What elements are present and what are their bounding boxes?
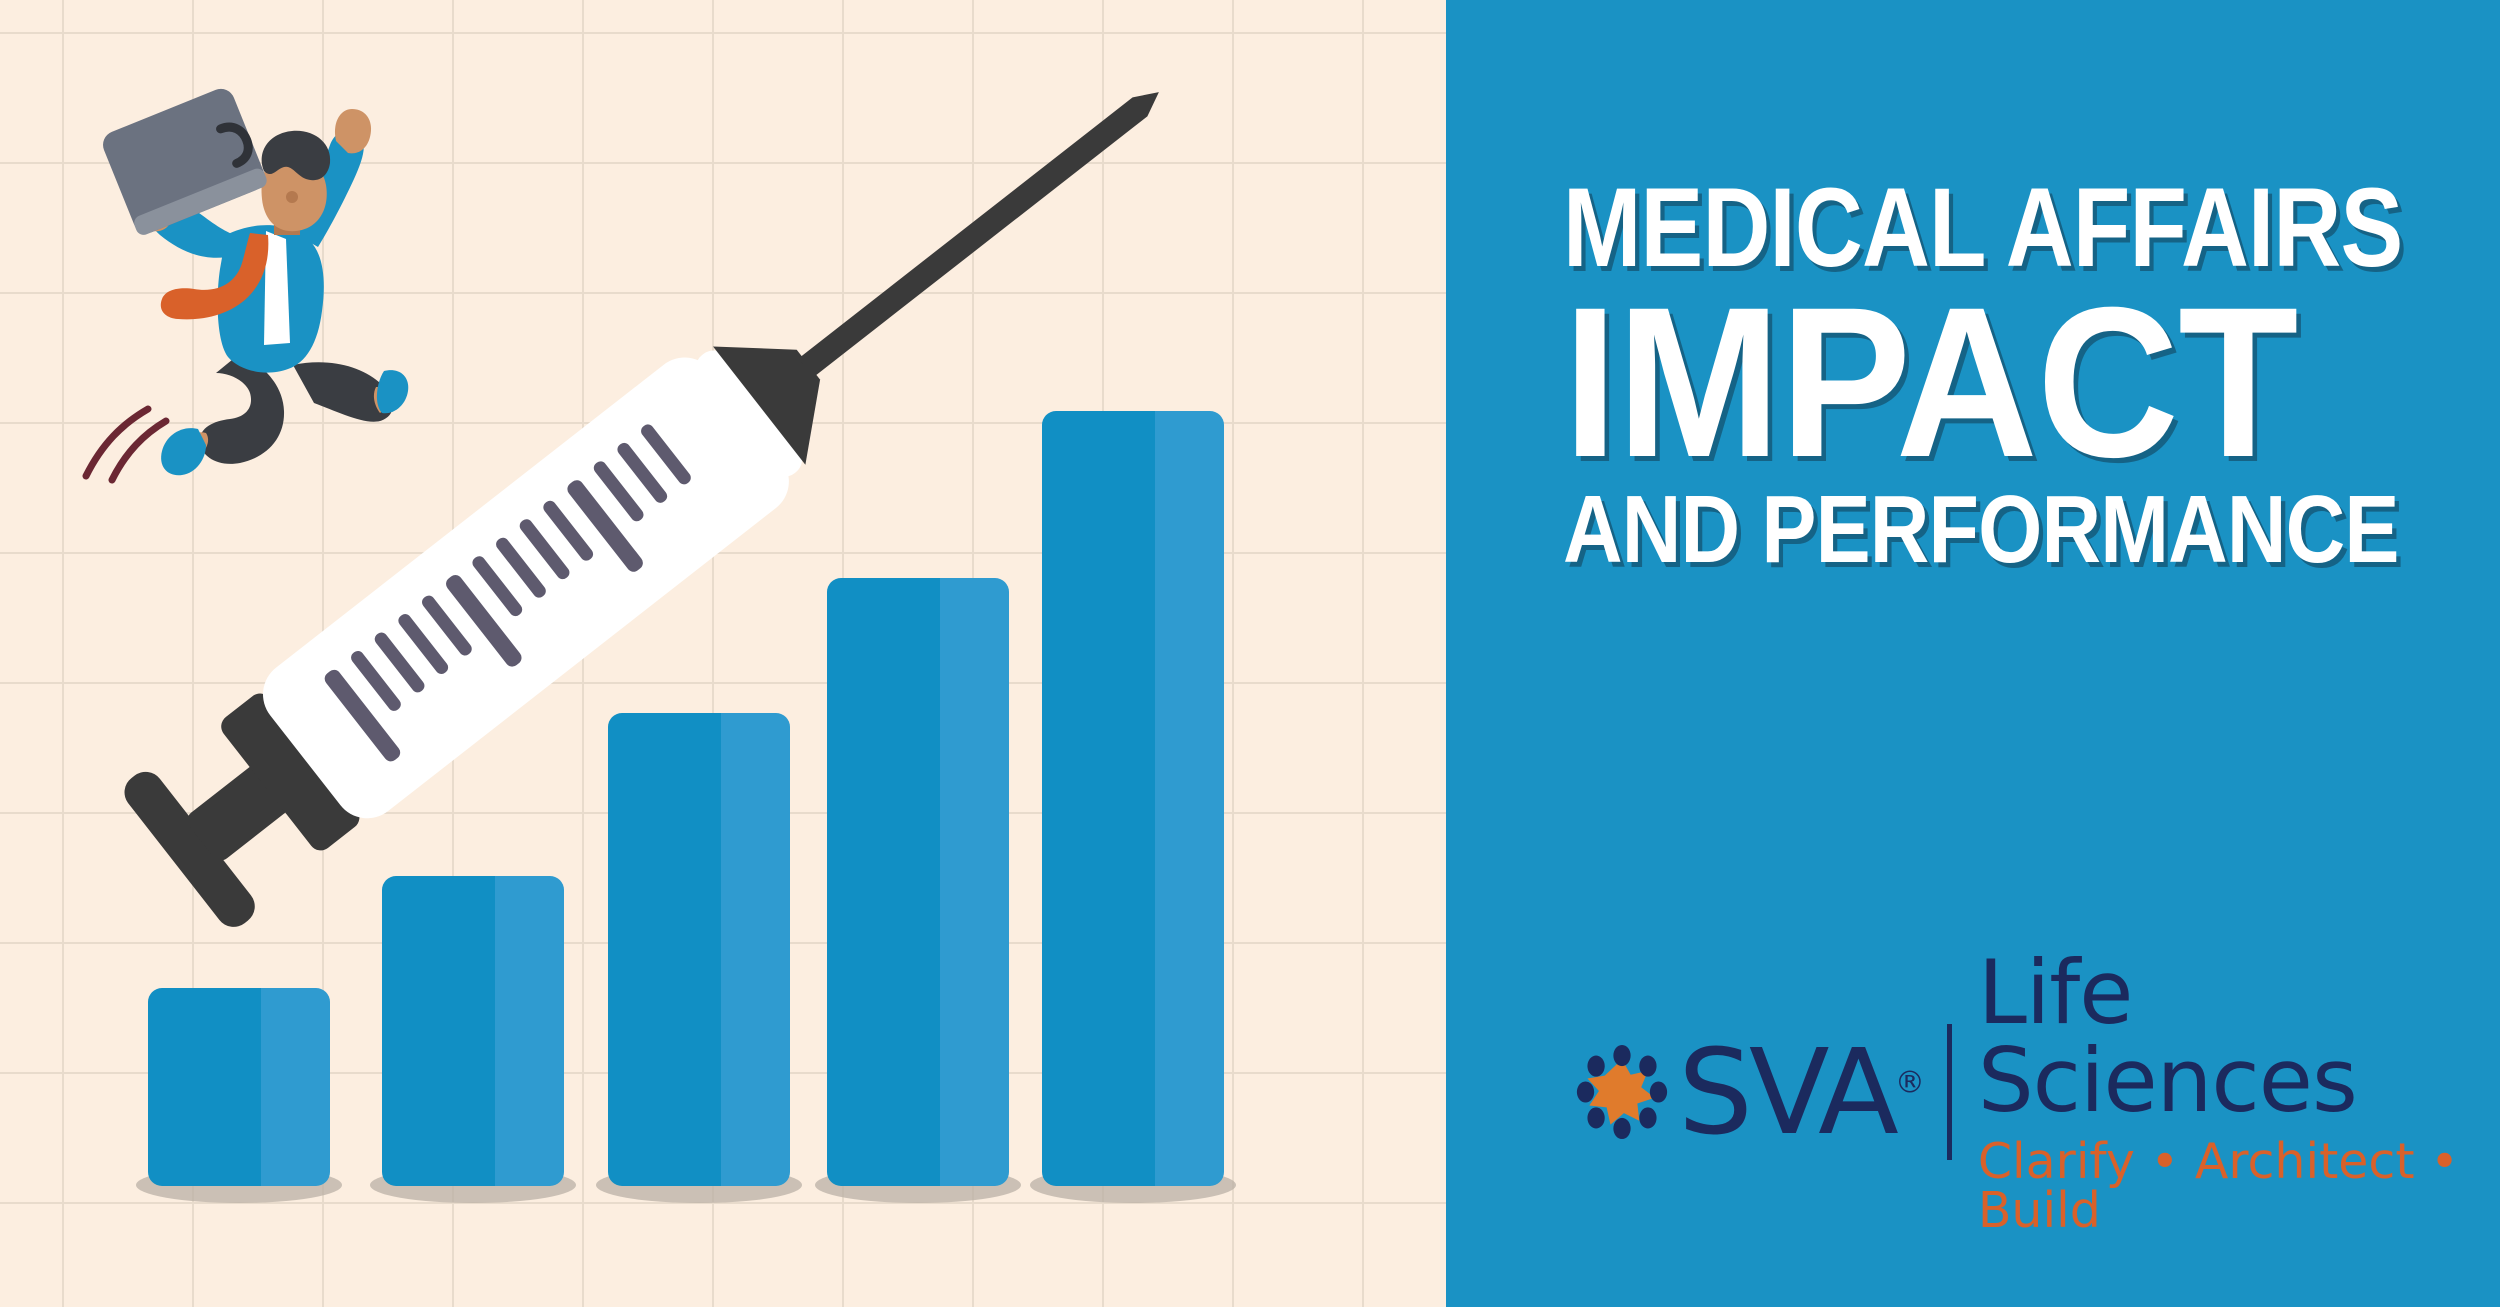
logo-brand-text: SVA xyxy=(1678,1023,1899,1161)
bar-face-light xyxy=(939,578,1009,1186)
bar-face-dark xyxy=(608,713,721,1186)
bar-face-light xyxy=(494,876,564,1186)
sva-burst-icon xyxy=(1576,1044,1668,1140)
bar-4 xyxy=(827,578,1009,1186)
bar-face-light xyxy=(1154,411,1224,1186)
bar-2 xyxy=(382,876,564,1186)
businessman-illustration xyxy=(82,88,409,484)
bar-face-dark xyxy=(148,988,261,1186)
bar-face-light xyxy=(260,988,330,1186)
headline-line-3: AND PERFORMANCE xyxy=(1563,475,2399,583)
logo-tagline: Clarify • Architect • Build xyxy=(1977,1133,2460,1239)
title-panel: MEDICAL AFFAIRS IMPACT AND PERFORMANCE S… xyxy=(1446,0,2500,1307)
sva-life-sciences-logo: SVA® Life Sciences Clarify • Architect •… xyxy=(1574,949,2500,1235)
bar-3 xyxy=(608,713,790,1186)
bar-face-dark xyxy=(827,578,940,1186)
registered-trademark-icon: ® xyxy=(1894,1065,1925,1101)
logo-brand-name: SVA® xyxy=(1678,1033,1925,1151)
logo-divider xyxy=(1946,1024,1952,1160)
syringe-icon xyxy=(124,92,1159,927)
bar-5 xyxy=(1042,411,1224,1186)
bar-face-light xyxy=(720,713,790,1186)
logo-division-name: Life Sciences xyxy=(1977,941,2358,1132)
bar-face-dark xyxy=(1042,411,1155,1186)
headline-block: MEDICAL AFFAIRS IMPACT AND PERFORMANCE xyxy=(1563,165,2500,583)
headline-line-1: MEDICAL AFFAIRS xyxy=(1563,165,2403,290)
illustration-panel xyxy=(0,0,1446,1307)
logo-text-block: Life Sciences Clarify • Architect • Buil… xyxy=(1977,941,2500,1239)
bar-face-dark xyxy=(382,876,495,1186)
headline-line-2: IMPACT xyxy=(1563,263,2298,503)
bar-1 xyxy=(148,988,330,1186)
